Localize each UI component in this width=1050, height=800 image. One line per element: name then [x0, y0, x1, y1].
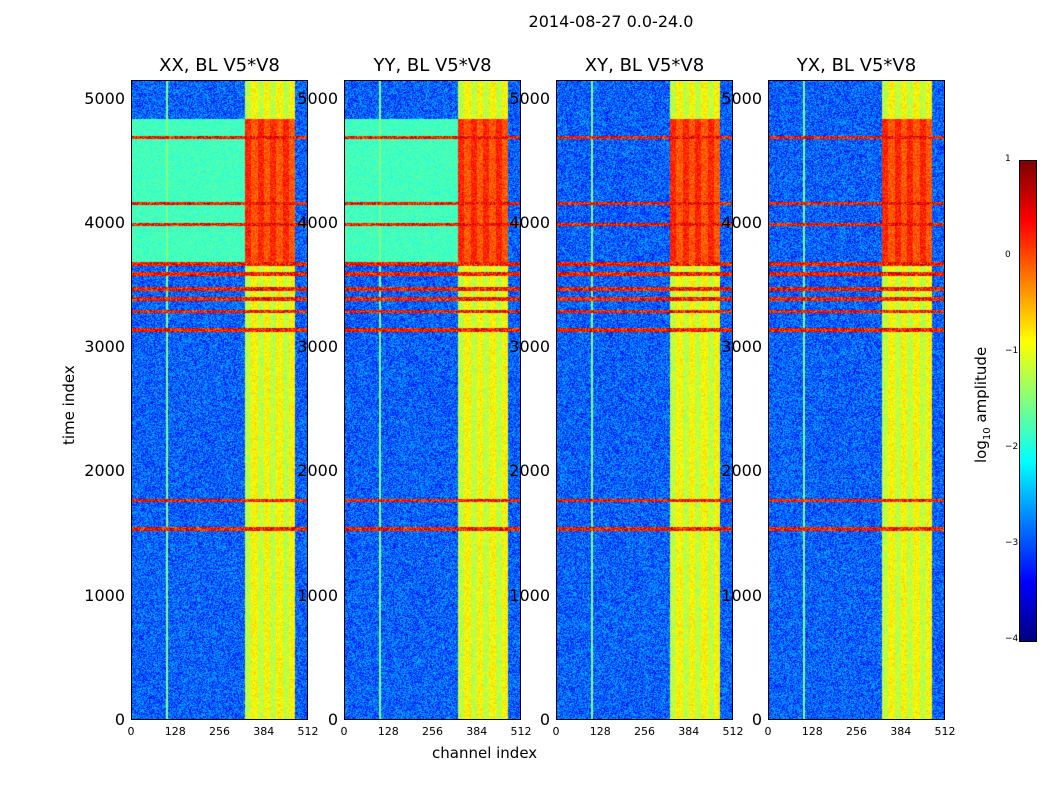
y-tick-label: 2000: [721, 461, 762, 481]
x-tick-label: 256: [846, 725, 867, 738]
x-tick-label: 512: [934, 725, 956, 738]
y-tick-label: 0: [539, 710, 550, 729]
colorbar-gradient: [1019, 160, 1037, 642]
x-tick-label: 0: [552, 725, 560, 738]
colorbar-tick-label: −4: [1005, 634, 1019, 644]
y-tick-label: 4000: [721, 212, 762, 232]
y-tick-label: 1000: [297, 585, 338, 605]
heatmap-panel: [344, 80, 521, 720]
x-tick-label: 128: [589, 725, 611, 738]
x-axis-label: channel index: [432, 744, 538, 762]
y-tick-label: 3000: [509, 337, 550, 357]
x-tick-label: 384: [678, 725, 700, 738]
x-tick-label: 0: [764, 725, 772, 738]
x-tick-label: 128: [377, 725, 399, 738]
y-tick-label: 3000: [84, 337, 125, 357]
heatmap-panel: [768, 80, 945, 720]
y-tick-label: 0: [114, 710, 125, 729]
colorbar-tick-label: 1: [1005, 154, 1011, 164]
x-tick-label: 384: [890, 725, 912, 738]
y-tick-label: 5000: [84, 88, 125, 108]
x-tick-label: 0: [340, 725, 348, 738]
y-axis-label: time index: [60, 365, 78, 445]
panel-title: YY, BL V5*V8: [373, 55, 492, 76]
heatmap-image: [132, 81, 307, 719]
x-tick-label: 256: [209, 725, 230, 738]
heatmap-image: [769, 81, 944, 719]
x-tick-label: 512: [510, 725, 532, 738]
y-tick-label: 1000: [84, 585, 125, 605]
y-tick-label: 4000: [509, 212, 550, 232]
y-tick-label: 5000: [721, 88, 762, 108]
colorbar-tick-label: −3: [1005, 538, 1019, 548]
y-tick-label: 1000: [721, 585, 762, 605]
panel-title: XY, BL V5*V8: [584, 55, 705, 76]
x-tick-label: 256: [634, 725, 655, 738]
y-tick-label: 5000: [509, 88, 550, 108]
y-tick-label: 3000: [297, 337, 338, 357]
y-tick-label: 1000: [509, 585, 550, 605]
y-tick-label: 2000: [297, 461, 338, 481]
colorbar-tick-label: 0: [1005, 250, 1011, 260]
x-tick-label: 256: [422, 725, 443, 738]
y-tick-label: 3000: [721, 337, 762, 357]
x-tick-label: 128: [164, 725, 186, 738]
panel-title: YX, BL V5*V8: [796, 55, 917, 76]
y-tick-label: 4000: [297, 212, 338, 232]
heatmap-image: [557, 81, 732, 719]
suptitle: 2014-08-27 0.0-24.0: [528, 12, 694, 31]
y-tick-label: 5000: [297, 88, 338, 108]
heatmap-panel: [556, 80, 733, 720]
colorbar-label: log10 amplitude: [972, 346, 993, 463]
y-tick-label: 0: [751, 710, 762, 729]
x-tick-label: 128: [801, 725, 823, 738]
y-tick-label: 0: [327, 710, 338, 729]
x-tick-label: 384: [253, 725, 275, 738]
heatmap-panel: [131, 80, 308, 720]
colorbar-tick-label: −2: [1005, 442, 1019, 452]
x-tick-label: 512: [722, 725, 744, 738]
y-tick-label: 2000: [509, 461, 550, 481]
colorbar-tick-label: −1: [1005, 346, 1019, 356]
y-tick-label: 2000: [84, 461, 125, 481]
y-tick-label: 4000: [84, 212, 125, 232]
x-tick-label: 384: [466, 725, 488, 738]
x-tick-label: 512: [297, 725, 319, 738]
panel-title: XX, BL V5*V8: [159, 55, 280, 76]
heatmap-image: [345, 81, 520, 719]
x-tick-label: 0: [127, 725, 135, 738]
